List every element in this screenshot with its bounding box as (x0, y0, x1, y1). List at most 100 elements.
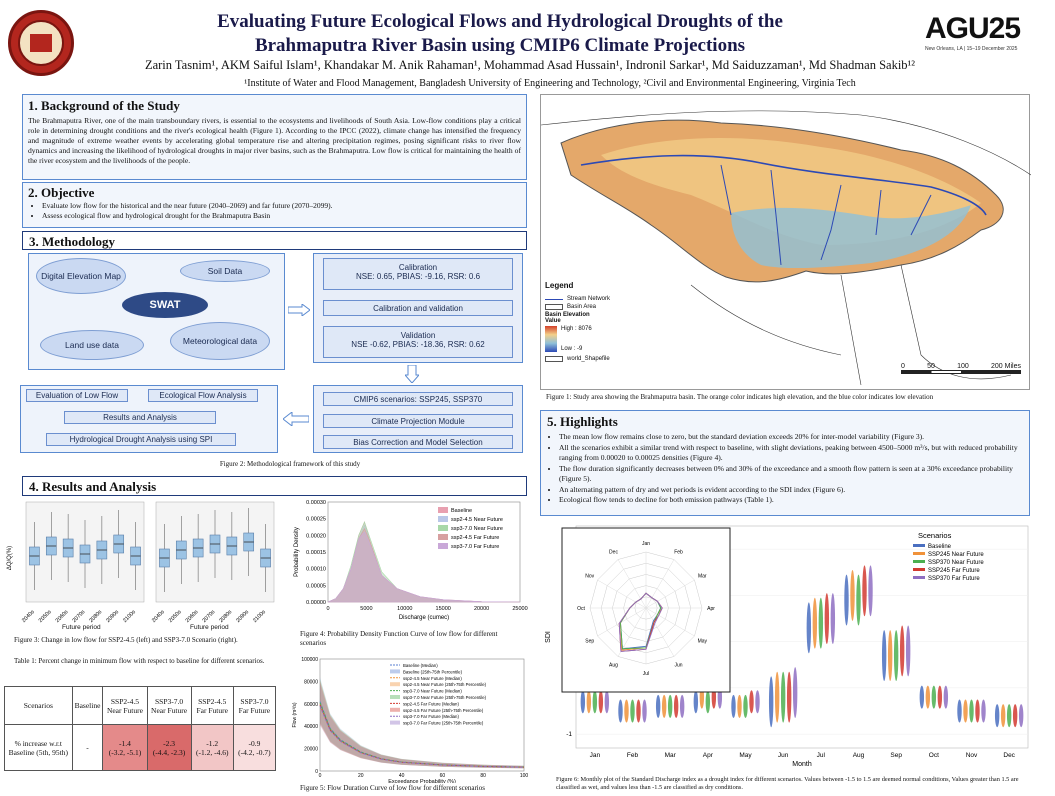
pdf-ytick: 0.00015 (306, 550, 326, 556)
results-heading: 4. Results and Analysis (22, 476, 527, 496)
fig5-caption: Figure 5: Flow Duration Curve of low flo… (300, 784, 485, 792)
pdf-legend-label: Baseline (451, 508, 472, 514)
pdf-legend-label: ssp2-4.5 Near Future (451, 517, 503, 523)
arrow-down (403, 364, 421, 384)
sdi-violin (931, 685, 937, 709)
boxplot-tick-label: 2060s (185, 609, 200, 624)
agu-logo: AGU25 New Orleans, LA | 15–19 December 2… (925, 12, 1021, 52)
sdi-legend-swatch (913, 544, 925, 547)
pdf-ytick: 0.00010 (306, 567, 326, 573)
pdf-xtick: 25000 (512, 606, 527, 612)
sdi-violin (1000, 704, 1006, 728)
radar-spoke (645, 579, 695, 609)
table-cell: -2.3 (-4.4, -2.3) (146, 724, 192, 771)
sdi-violin (661, 694, 667, 718)
table-cell: - (71, 724, 104, 771)
sdi-violin (604, 690, 610, 714)
pdf-axes (327, 501, 521, 603)
sdi-violin (786, 671, 792, 723)
objective-item: Assess ecological flow and hydrological … (42, 211, 521, 221)
boxplot-tick-label: 2100s (122, 609, 137, 624)
climate-pill: Climate Projection Module (323, 414, 513, 428)
sdi-violin (818, 597, 824, 649)
sdi-violin (580, 690, 586, 714)
sdi-violin (975, 699, 980, 723)
fig3-ylabel: ΔQ/Q(%) (7, 545, 14, 571)
sdi-violin (1018, 704, 1024, 728)
sdi-legend-label: SSP245 Near Future (928, 552, 984, 558)
sdi-violin (667, 694, 673, 718)
pdf-xtick: 5000 (360, 606, 372, 612)
radar-month-label: Jul (643, 671, 649, 677)
fdc-legend-label: ssp3-7.0 Far Future (25th-75th Percentil… (403, 721, 484, 726)
scale-bar: 0 50 100 200 Miles (901, 363, 1021, 374)
pdf-xtick: 20000 (474, 606, 489, 612)
sdi-violin (693, 690, 699, 714)
sdi-violin (981, 699, 986, 723)
fdc-xtick: 0 (319, 773, 322, 779)
boxplot-tick-label: 2070s (202, 609, 217, 624)
pdf-legend-swatch (438, 543, 448, 549)
fdc-ytick: 100000 (301, 657, 318, 663)
sdi-month-label: Feb (627, 752, 639, 759)
fdc-legend-label: ssp2-4.5 Far Future (25th-75th Percentil… (403, 708, 484, 713)
sdi-legend-label: SSP370 Near Future (928, 560, 984, 566)
affiliations: ¹Institute of Water and Flood Management… (244, 78, 856, 89)
highlight-item: The mean low flow remains close to zero,… (559, 432, 1023, 442)
sdi-violin (624, 699, 629, 723)
validation-pill: Validation NSE -0.62, PBIAS: -18.36, RSR… (323, 326, 513, 358)
fdc-axes (319, 658, 525, 772)
sdi-violin (943, 685, 949, 709)
cmip-pill: CMIP6 scenarios: SSP245, SSP370 (323, 392, 513, 406)
sdi-violin (636, 699, 641, 723)
pdf-ytick: 0.00020 (306, 533, 326, 539)
pdf-legend-label: ssp3-7.0 Near Future (451, 526, 503, 532)
meteo-input: Meteorological data (170, 322, 270, 360)
methodology-caption: Figure 2: Methodological framework of th… (219, 460, 361, 468)
highlights-section: 5. Highlights The mean low flow remains … (540, 410, 1030, 516)
sdi-month-label: Mar (665, 752, 677, 759)
sdi-violin (905, 625, 911, 677)
sdi-violin (957, 699, 962, 723)
sdi-month-label: Jul (817, 752, 826, 759)
sdi-violin (844, 574, 849, 626)
fdc-legend-label: ssp3-7.0 Near Future (Median) (403, 689, 462, 694)
fdc-xtick: 80 (480, 773, 486, 779)
table-header: Scenarios (4, 686, 73, 725)
sdi-violin (655, 694, 661, 718)
radar-month-label: Dec (609, 550, 618, 556)
sdi-violin (919, 685, 925, 709)
map-legend: Legend Stream Network Basin Area Basin E… (545, 281, 611, 362)
sdi-legend-swatch (913, 552, 925, 555)
pdf-legend-label: ssp2-4.5 Far Future (451, 535, 499, 541)
sdi-violin (856, 574, 861, 626)
sdi-violin (630, 699, 635, 723)
radar-spoke (597, 579, 647, 609)
soil-input: Soil Data (180, 260, 270, 282)
sdi-violin (868, 565, 873, 617)
fdc-xtick: 100 (520, 773, 529, 779)
fdc-xtick: 20 (358, 773, 364, 779)
fig3-xlabel-right: Future period (190, 624, 229, 631)
fig5-fdc: 100000 80000 60000 40000 20000 0 0 20 40 60 80 100 E… (290, 655, 530, 785)
sdi-violin (899, 625, 905, 677)
sdi-ytick: -1 (566, 731, 572, 738)
radar-month-label: Feb (674, 550, 683, 556)
fig6-caption: Figure 6: Monthly plot of the Standard D… (556, 776, 1019, 791)
highlight-item: Ecological flow tends to decline for bot… (559, 495, 1023, 505)
fdc-legend-swatch (390, 695, 400, 699)
highlights-list: The mean low flow remains close to zero,… (547, 432, 1023, 505)
fdc-xtick: 60 (440, 773, 446, 779)
sdi-violin (862, 565, 867, 617)
fig3-caption: Figure 3: Change in low flow for SSP2-4.… (14, 636, 238, 644)
fdc-legend-label: ssp2-4.5 Far Future (Median) (403, 701, 459, 706)
sdi-violin (743, 694, 748, 718)
highlights-heading: 5. Highlights (547, 414, 618, 429)
boxplot-tick-label: 2080s (218, 609, 233, 624)
boxplot-tick-label: 2080s (88, 609, 103, 624)
boxplot-tick-label: 2040s (21, 609, 36, 624)
sdi-month-label: Jan (590, 752, 601, 759)
boxplot-tick-label: 2050s (38, 609, 53, 624)
pdf-legend-swatch (438, 534, 448, 540)
radar-month-label: Nov (585, 574, 594, 580)
